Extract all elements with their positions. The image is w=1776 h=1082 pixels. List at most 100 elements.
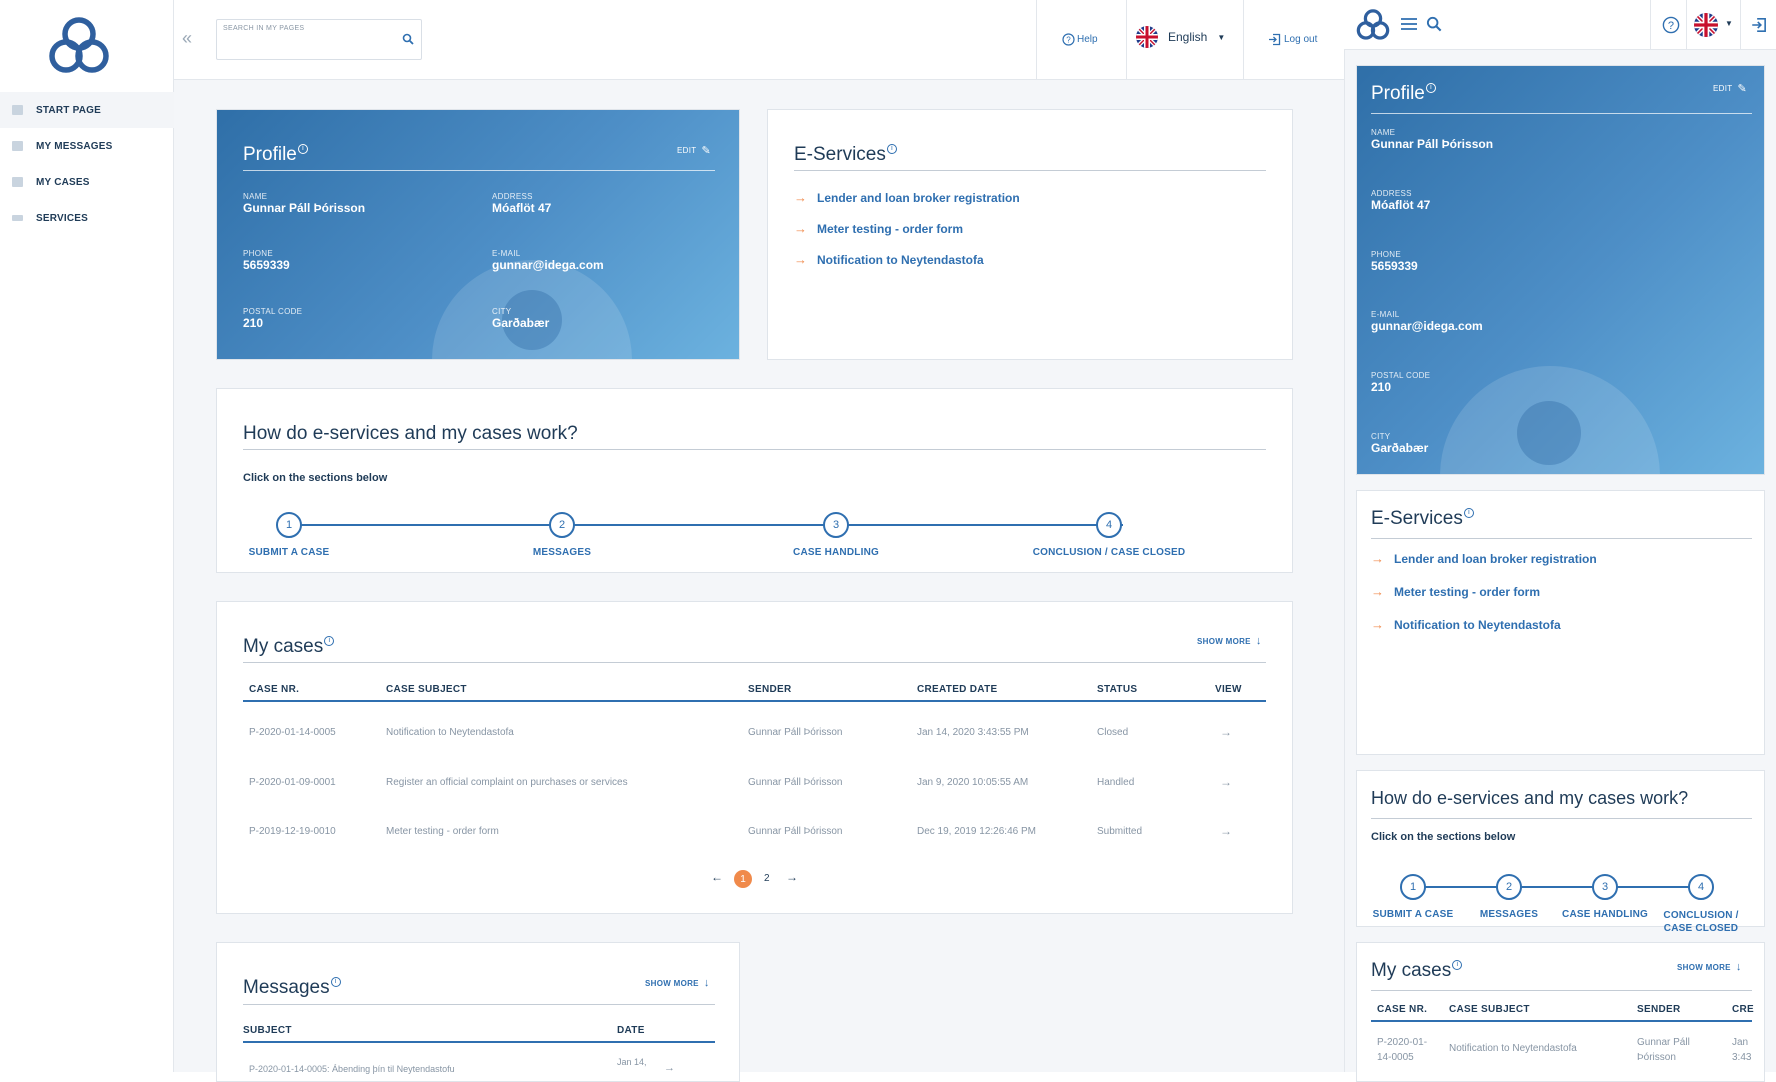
edit-profile-button[interactable]: EDIT ✎ [1713, 82, 1747, 95]
mobile-howto-card: How do e-services and my cases work? Cli… [1356, 770, 1765, 934]
step-4-label[interactable]: CONCLUSION / CASE CLOSED [1663, 910, 1739, 934]
step-number: 4 [1105, 519, 1113, 531]
divider [1036, 0, 1037, 80]
name-label: NAME [243, 192, 268, 201]
divider [1243, 0, 1244, 80]
step-2-label[interactable]: MESSAGES [1479, 909, 1539, 920]
search-input[interactable]: SEARCH IN MY PAGES [216, 19, 422, 60]
howto-subtitle: Click on the sections below [1371, 831, 1516, 843]
sidebar-item-my-cases[interactable]: MY CASES [0, 164, 174, 200]
divider [243, 1004, 715, 1005]
view-arrow-icon[interactable]: → [1220, 775, 1232, 789]
view-arrow-icon[interactable]: → [1220, 824, 1232, 838]
column-header[interactable]: STATUS [1097, 684, 1138, 695]
hamburger-menu-icon[interactable] [1401, 17, 1417, 31]
profile-title: Profile i [243, 144, 308, 166]
column-header[interactable]: CRE [1732, 1004, 1755, 1015]
eservice-link[interactable]: → Notification to Neytendastofa [794, 252, 984, 267]
eservice-link[interactable]: → Meter testing - order form [794, 221, 963, 236]
message-subject[interactable]: P-2020-01-14-0005: Ábending þín til Neyt… [249, 1064, 455, 1074]
column-header[interactable]: CREATED DATE [917, 684, 998, 695]
column-header[interactable]: CASE NR. [1377, 1004, 1428, 1015]
column-header[interactable]: SENDER [748, 684, 792, 695]
eservice-link[interactable]: → Lender and loan broker registration [794, 190, 1020, 205]
info-icon[interactable]: i [297, 144, 308, 154]
language-selector[interactable]: English ▼ [1136, 26, 1225, 48]
timeline-line [293, 524, 1123, 526]
city-field: CITY Garðabær [492, 307, 549, 330]
step-1-label[interactable]: SUBMIT A CASE [1372, 909, 1454, 920]
step-2-circle[interactable]: 2 [549, 512, 575, 538]
email-field: E-MAIL gunnar@idega.com [492, 249, 604, 272]
next-page-icon[interactable]: → [786, 870, 798, 884]
caret-down-icon[interactable]: ▼ [1725, 19, 1733, 28]
info-icon[interactable]: i [324, 636, 335, 646]
step-3-label[interactable]: CASE HANDLING [1562, 909, 1648, 920]
column-header[interactable]: DATE [617, 1025, 645, 1036]
prev-page-icon[interactable]: ← [711, 870, 723, 884]
case-number[interactable]: P-2020-01- 14-0005 [1377, 1037, 1428, 1063]
phone-field: PHONE 5659339 [1371, 250, 1418, 273]
search-icon[interactable] [402, 33, 414, 45]
logo-icon[interactable] [44, 14, 114, 78]
info-icon[interactable]: i [1452, 960, 1463, 970]
view-arrow-icon[interactable]: → [664, 1062, 675, 1074]
howto-card: How do e-services and my cases work? Cli… [216, 388, 1293, 573]
column-header[interactable]: CASE NR. [249, 684, 300, 695]
info-icon[interactable]: i [886, 144, 897, 154]
step-3-label[interactable]: CASE HANDLING [793, 547, 879, 558]
help-icon[interactable]: ? [1662, 16, 1680, 34]
divider [1686, 0, 1687, 50]
eservices-card: E-Services i → Lender and loan broker regi… [767, 109, 1293, 360]
logout-icon[interactable] [1751, 17, 1767, 33]
column-header[interactable]: SENDER [1637, 1004, 1681, 1015]
arrow-right-icon: → [1371, 617, 1384, 632]
step-3-circle[interactable]: 3 [823, 512, 849, 538]
show-more-label: SHOW MORE [1677, 962, 1731, 972]
column-header[interactable]: CASE SUBJECT [1449, 1004, 1530, 1015]
step-1-circle[interactable]: 1 [1400, 874, 1426, 900]
help-button[interactable]: ? Help [1062, 33, 1098, 46]
sidebar-item-start-page[interactable]: START PAGE [0, 92, 174, 128]
eservice-link[interactable]: → Meter testing - order form [1371, 584, 1540, 599]
eservice-link[interactable]: → Lender and loan broker registration [1371, 551, 1597, 566]
logout-button[interactable]: Log out [1268, 33, 1317, 46]
table-row[interactable]: P-2020-01-14-0005 Notification to Neyten… [217, 712, 1294, 762]
page-button-active[interactable]: 1 [734, 870, 752, 888]
search-icon[interactable] [1426, 16, 1442, 32]
messages-show-more-button[interactable]: SHOW MORE ↓ [645, 977, 710, 989]
pencil-icon: ✎ [701, 145, 711, 157]
page-button[interactable]: 2 [764, 873, 770, 884]
sidebar-item-services[interactable]: SERVICES [0, 200, 174, 236]
step-2-circle[interactable]: 2 [1496, 874, 1522, 900]
message-date: Jan 14, [617, 1057, 647, 1067]
sidebar-item-my-messages[interactable]: MY MESSAGES [0, 128, 174, 164]
uk-flag-icon [1136, 26, 1158, 48]
view-arrow-icon[interactable]: → [1220, 725, 1232, 739]
cases-show-more-button[interactable]: SHOW MORE ↓ [1197, 635, 1262, 647]
column-header[interactable]: SUBJECT [243, 1025, 292, 1036]
step-2-label[interactable]: MESSAGES [532, 547, 592, 558]
edit-profile-button[interactable]: EDIT ✎ [677, 144, 711, 157]
arrow-right-icon: → [1371, 584, 1384, 599]
table-row[interactable]: P-2020-01-09-0001 Register an official c… [217, 762, 1294, 812]
info-icon[interactable]: i [330, 977, 341, 987]
table-row[interactable]: P-2019-12-19-0010 Meter testing - order … [217, 811, 1294, 861]
eservice-link[interactable]: → Notification to Neytendastofa [1371, 617, 1561, 632]
info-icon[interactable]: i [1425, 83, 1436, 93]
step-4-label[interactable]: CONCLUSION / CASE CLOSED [1032, 547, 1186, 558]
step-4-circle[interactable]: 4 [1688, 874, 1714, 900]
logo-icon[interactable] [1354, 7, 1392, 43]
step-4-circle[interactable]: 4 [1096, 512, 1122, 538]
column-header[interactable]: CASE SUBJECT [386, 684, 467, 695]
step-1-circle[interactable]: 1 [276, 512, 302, 538]
collapse-sidebar-icon[interactable]: « [182, 28, 193, 48]
step-3-circle[interactable]: 3 [1592, 874, 1618, 900]
step-1-label[interactable]: SUBMIT A CASE [248, 547, 330, 558]
postal-label: POSTAL CODE [1371, 371, 1431, 380]
address-label: ADDRESS [492, 192, 533, 201]
cases-show-more-button[interactable]: SHOW MORE ↓ [1677, 961, 1742, 973]
uk-flag-icon[interactable] [1694, 13, 1718, 37]
info-icon[interactable]: i [1463, 508, 1474, 518]
divider [1371, 990, 1752, 991]
